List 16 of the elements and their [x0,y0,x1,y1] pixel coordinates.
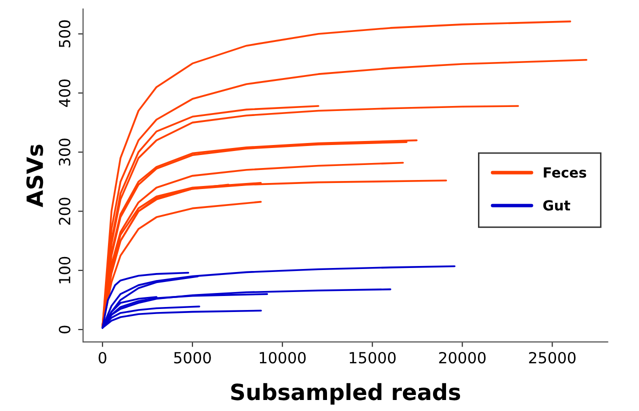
y-tick-label: 100 [58,256,70,284]
y-tick-label: 0 [58,326,70,334]
x-tick-label: 10000 [260,352,306,364]
y-axis-title: ASVs [26,144,44,208]
x-tick-label: 20000 [439,352,486,364]
y-tick-label: 400 [58,79,70,107]
y-tick-label: 500 [58,20,70,48]
x-tick-label: 5000 [174,352,211,364]
x-tick-label: 0 [98,352,106,364]
y-tick-label: 200 [58,198,70,225]
x-axis-title: Subsampled reads [231,383,460,405]
legend-label: Gut [543,200,570,211]
x-tick-label: 15000 [350,352,396,364]
legend-label: Feces [544,167,586,178]
x-tick-label: 25000 [529,352,576,364]
y-tick-label: 300 [58,138,70,166]
